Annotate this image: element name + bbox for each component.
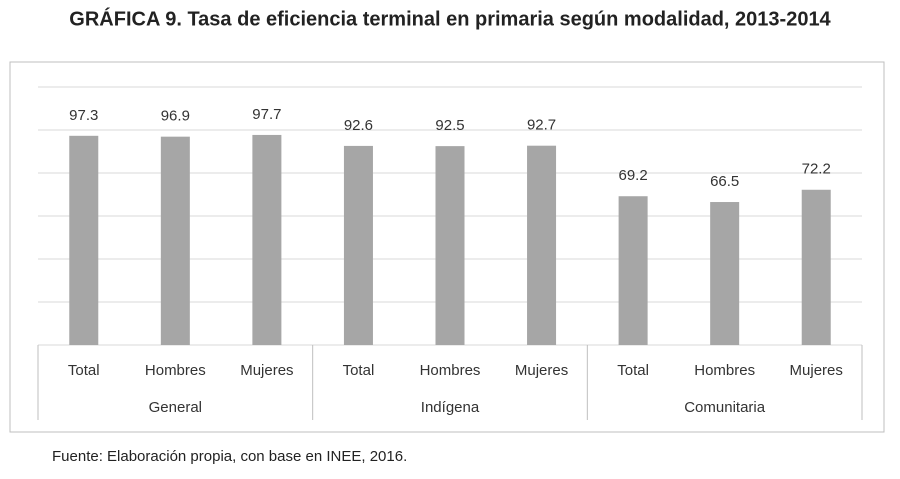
group-label: Indígena <box>421 399 480 416</box>
value-label: 92.7 <box>527 117 556 134</box>
x-tick-label: Total <box>343 362 375 379</box>
bar <box>435 146 465 345</box>
x-tick-label: Total <box>617 362 649 379</box>
bar <box>343 145 373 345</box>
x-tick-label: Hombres <box>145 362 206 379</box>
chart-title: GRÁFICA 9. Tasa de eficiencia terminal e… <box>69 7 831 30</box>
x-tick-label: Mujeres <box>790 362 843 379</box>
value-label: 97.7 <box>252 106 281 123</box>
bar <box>160 136 190 345</box>
x-tick-label: Mujeres <box>515 362 568 379</box>
bar <box>618 196 648 345</box>
value-label: 96.9 <box>161 108 190 125</box>
bar <box>69 135 99 345</box>
x-tick-label: Mujeres <box>240 362 293 379</box>
bar <box>801 189 831 345</box>
chart-frame <box>9 61 885 433</box>
value-label: 92.5 <box>435 117 464 134</box>
group-label: Comunitaria <box>684 399 766 416</box>
bar <box>710 202 740 345</box>
value-label: 97.3 <box>69 107 98 124</box>
bar <box>527 145 557 345</box>
x-tick-label: Total <box>68 362 100 379</box>
source-note: Fuente: Elaboración propia, con base en … <box>52 448 407 465</box>
value-label: 66.5 <box>710 173 739 190</box>
x-tick-label: Hombres <box>694 362 755 379</box>
value-label: 72.2 <box>802 161 831 178</box>
bar <box>252 134 282 345</box>
value-label: 69.2 <box>619 167 648 184</box>
value-label: 92.6 <box>344 117 373 134</box>
x-tick-label: Hombres <box>420 362 481 379</box>
group-label: General <box>149 399 202 416</box>
